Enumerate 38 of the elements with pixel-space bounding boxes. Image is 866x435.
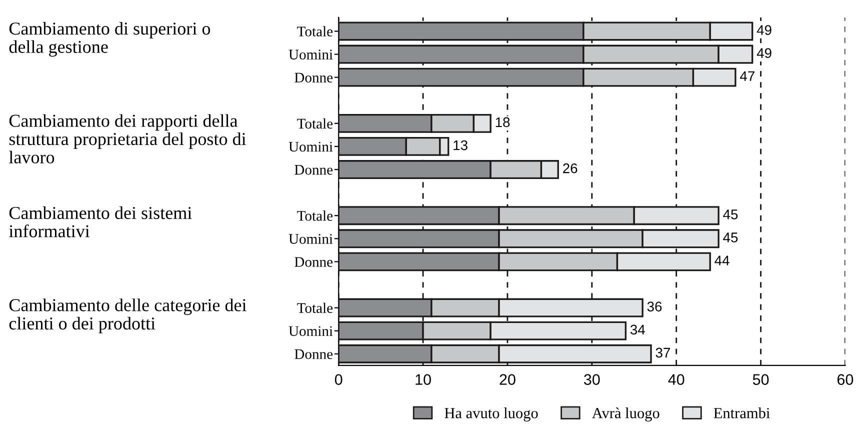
- total-label: 13: [454, 140, 468, 150]
- x-tick-label: 60: [837, 374, 854, 385]
- total-label: 34: [630, 324, 645, 335]
- text: Cambiamento dei sistemi informativi: [9, 206, 192, 238]
- total-label: 26: [563, 163, 578, 174]
- total-label: 45: [723, 232, 738, 242]
- x-tick-label: 10: [416, 374, 431, 385]
- y-tick-label: Totale: [297, 118, 333, 129]
- y-tick-label: Uomini: [288, 326, 333, 336]
- y-tick-label: Donne: [294, 165, 333, 175]
- y-tick-label: Uomini: [288, 50, 333, 60]
- text: Cambiamento dei rapporti della struttura proprietaria del posto di lavoro: [9, 114, 246, 164]
- total-label: 45: [723, 210, 738, 220]
- y-tick-label: Totale: [297, 26, 333, 36]
- total-label: 44: [714, 256, 730, 266]
- legend-label: Ha avuto luogo: [444, 408, 538, 422]
- legend-label: Avrà luogo: [592, 408, 660, 422]
- total-label: 49: [756, 48, 772, 58]
- x-tick-label: 30: [584, 374, 600, 385]
- y-tick-label: Totale: [297, 210, 333, 221]
- total-label: 49: [756, 25, 772, 35]
- y-tick-label: Totale: [297, 302, 333, 313]
- text: Cambiamento di superiori o della gestione: [9, 22, 210, 57]
- y-tick-label: Donne: [294, 257, 333, 267]
- legend-label: Entrambi: [714, 408, 770, 418]
- y-tick-label: Uomini: [288, 234, 333, 244]
- x-tick-label: 20: [500, 374, 516, 385]
- x-tick-label: 40: [668, 374, 684, 385]
- total-label: 36: [647, 302, 662, 312]
- y-tick-label: Uomini: [288, 142, 333, 152]
- y-tick-label: Donne: [294, 72, 333, 83]
- y-tick-label: Donne: [294, 349, 333, 360]
- x-tick-label: 0: [334, 374, 342, 385]
- total-label: 18: [496, 117, 510, 128]
- text: Cambiamento delle categorie dei clienti o dei prodotti: [9, 298, 246, 334]
- total-label: 37: [656, 348, 670, 358]
- total-label: 47: [740, 71, 754, 81]
- x-tick-label: 50: [752, 374, 769, 385]
